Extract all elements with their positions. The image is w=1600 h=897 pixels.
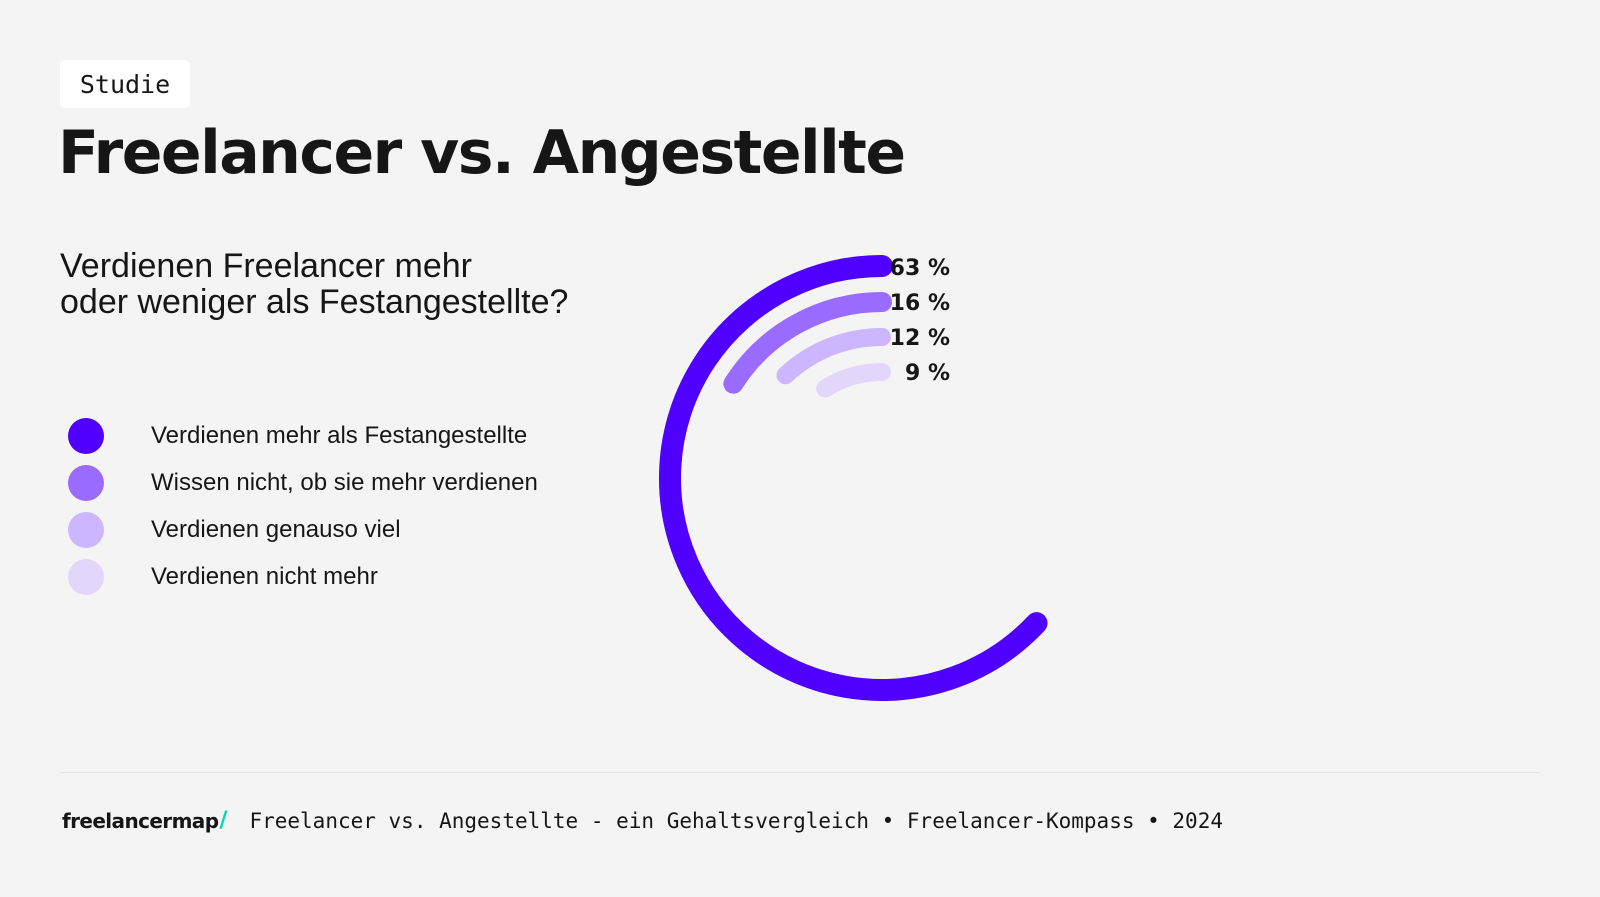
value-label-more: 63 % bbox=[890, 256, 950, 281]
ring-bar-same bbox=[776, 328, 891, 385]
footer-caption: Freelancer vs. Angestellte - ein Gehalts… bbox=[249, 808, 1223, 833]
study-badge: Studie bbox=[60, 60, 190, 108]
legend-item-same: Verdienen genauso viel bbox=[68, 512, 538, 548]
legend-label: Verdienen nicht mehr bbox=[151, 563, 378, 590]
legend-label: Verdienen mehr als Festangestellte bbox=[151, 422, 528, 449]
logo-slash-icon: / bbox=[219, 808, 228, 833]
legend-dot-icon bbox=[68, 418, 104, 454]
chart-question-line-2: oder weniger als Festangestellte? bbox=[60, 283, 569, 321]
chart-question: Verdienen Freelancer mehr oder weniger a… bbox=[60, 248, 660, 320]
chart-question-line-1: Verdienen Freelancer mehr bbox=[60, 247, 473, 285]
ring-bar-not-more bbox=[816, 363, 891, 398]
footer-divider bbox=[60, 772, 1540, 773]
ring-bar-more bbox=[659, 255, 1048, 701]
value-label-not-more: 9 % bbox=[905, 361, 950, 386]
legend-dot-icon bbox=[68, 465, 104, 501]
legend-item-more: Verdienen mehr als Festangestellte bbox=[68, 418, 538, 454]
value-label-same: 12 % bbox=[890, 326, 950, 351]
legend-label: Verdienen genauso viel bbox=[151, 516, 401, 543]
page-title: Freelancer vs. Angestellte bbox=[58, 118, 906, 188]
ring-bar-unknown bbox=[723, 292, 892, 394]
legend-label: Wissen nicht, ob sie mehr verdienen bbox=[151, 469, 538, 496]
footer: freelancermap / Freelancer vs. Angestell… bbox=[62, 808, 1223, 833]
legend-dot-icon bbox=[68, 512, 104, 548]
legend-item-not-more: Verdienen nicht mehr bbox=[68, 559, 538, 595]
value-label-unknown: 16 % bbox=[890, 291, 950, 316]
legend-item-unknown: Wissen nicht, ob sie mehr verdienen bbox=[68, 465, 538, 501]
legend-dot-icon bbox=[68, 559, 104, 595]
freelancermap-logo: freelancermap bbox=[62, 808, 219, 833]
chart-legend: Verdienen mehr als Festangestellte Wisse… bbox=[68, 418, 538, 606]
radial-bar-chart: 63 % 16 % 12 % 9 % bbox=[659, 255, 1048, 701]
